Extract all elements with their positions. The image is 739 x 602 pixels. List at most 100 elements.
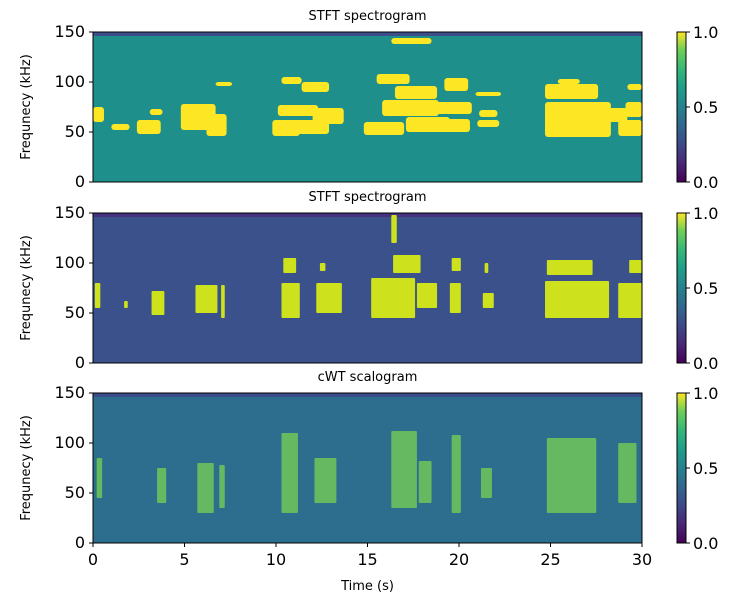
y-tick-label: 100 [54, 433, 85, 452]
heatmap-blob [627, 84, 642, 90]
panel-title: STFT spectrogram [308, 9, 426, 24]
colorbar-tick-label: 0.5 [693, 279, 718, 298]
x-tick-label: 5 [179, 550, 189, 569]
heatmap-blob [605, 108, 628, 122]
heatmap-blob [451, 435, 461, 513]
heatmap-blob [545, 102, 611, 137]
heatmap-blob [391, 38, 432, 44]
colorbar-tick-label: 0.5 [693, 459, 718, 478]
panel-title: STFT spectrogram [308, 190, 426, 205]
heatmap-blob [557, 79, 580, 84]
heatmap-blob [382, 100, 439, 116]
heatmap-blob [136, 120, 161, 134]
panel-3: cWT scalogram 0 50 100 150 Frequnecy (kHz) 0 5 1… [19, 370, 718, 594]
heatmap-blob [96, 458, 103, 498]
heatmap-blob [376, 74, 410, 84]
heatmap-blob [363, 122, 405, 135]
heatmap-top-band [93, 32, 642, 36]
heatmap-blob [440, 119, 470, 132]
heatmap-blob [316, 283, 342, 313]
y-tick-label: 100 [54, 253, 85, 272]
heatmap-blob [151, 291, 165, 315]
heatmap-blob [319, 263, 326, 271]
colorbar-tick-label: 0.0 [693, 173, 718, 192]
x-tick-label: 30 [632, 550, 652, 569]
heatmap-blob [371, 278, 416, 318]
heatmap-blob [394, 86, 438, 99]
heatmap-blob [435, 102, 472, 114]
panel-1: STFT spectrogram 0 50 100 150 Frequnecy (kHz)… [19, 9, 718, 192]
heatmap-blob [111, 124, 130, 130]
heatmap-blob [477, 120, 500, 127]
heatmap-blob [545, 281, 610, 318]
heatmap-blob [206, 114, 227, 136]
heatmap-blob [618, 283, 642, 318]
y-tick-label: 100 [54, 72, 85, 91]
plot-frame [92, 31, 643, 183]
heatmap-blob [149, 109, 163, 115]
heatmap-blob [484, 263, 489, 273]
heatmap-blob [94, 283, 101, 308]
y-tick-label: 50 [65, 483, 85, 502]
heatmap-blob [416, 283, 438, 308]
heatmap-blob [283, 258, 297, 273]
colorbar-tick-label: 1.0 [693, 384, 718, 403]
heatmap-blob [312, 108, 344, 124]
heatmap-blob [475, 92, 502, 96]
x-tick-label: 20 [449, 550, 469, 569]
colorbar-tick-label: 1.0 [693, 204, 718, 223]
heatmap-blob [546, 438, 597, 513]
heatmap-blob [215, 82, 233, 86]
heatmap-blob [124, 301, 128, 308]
heatmap-blob [444, 78, 469, 91]
heatmap-blob [625, 102, 642, 117]
x-tick-label: 15 [357, 550, 377, 569]
heatmap-blob [449, 283, 461, 313]
x-tick-label: 25 [540, 550, 560, 569]
heatmap-blob [479, 110, 498, 117]
heatmap-blob [629, 260, 642, 273]
heatmap-blob [281, 77, 302, 84]
y-tick-label: 150 [54, 22, 85, 41]
colorbar-tick-label: 0.5 [693, 98, 718, 117]
plot-frame [92, 212, 643, 364]
heatmap-blob [405, 117, 450, 132]
heatmap-top-band [93, 213, 642, 217]
heatmap-blob [314, 458, 337, 503]
heatmap-blob [301, 82, 330, 92]
heatmap-blob [197, 463, 214, 513]
heatmap-blob [545, 84, 599, 99]
heatmap-blob [391, 215, 397, 243]
heatmap-blob [418, 461, 432, 503]
heatmap-blob [93, 107, 104, 122]
heatmap-blob [281, 433, 298, 513]
heatmap-blob [393, 255, 421, 273]
heatmap-blob [219, 465, 225, 508]
y-tick-label: 0 [75, 533, 85, 552]
heatmap-blob [618, 120, 642, 136]
y-axis-label: Frequnecy (kHz) [19, 415, 34, 521]
heatmap-blob [272, 120, 300, 136]
colorbar-tick-label: 0.0 [693, 534, 718, 553]
panel-title: cWT scalogram [318, 370, 418, 385]
colorbar [676, 212, 687, 364]
y-tick-label: 50 [65, 122, 85, 141]
y-tick-label: 0 [75, 172, 85, 191]
heatmap-blob [391, 431, 417, 508]
y-tick-label: 50 [65, 303, 85, 322]
heatmap-blob [618, 443, 637, 503]
y-tick-label: 150 [54, 383, 85, 402]
colorbar [676, 392, 687, 544]
heatmap-blob [480, 468, 492, 498]
x-axis-label: Time (s) [340, 579, 394, 594]
colorbar-tick-label: 0.0 [693, 354, 718, 373]
heatmap-blob [546, 260, 593, 275]
heatmap-blob [221, 285, 225, 318]
heatmap-blob [451, 258, 461, 271]
y-axis-label: Frequnecy (kHz) [19, 235, 34, 341]
heatmap-blob [195, 285, 218, 313]
colorbar-tick-label: 1.0 [693, 23, 718, 42]
heatmap-blob [281, 283, 300, 318]
heatmap-top-band [93, 393, 642, 397]
